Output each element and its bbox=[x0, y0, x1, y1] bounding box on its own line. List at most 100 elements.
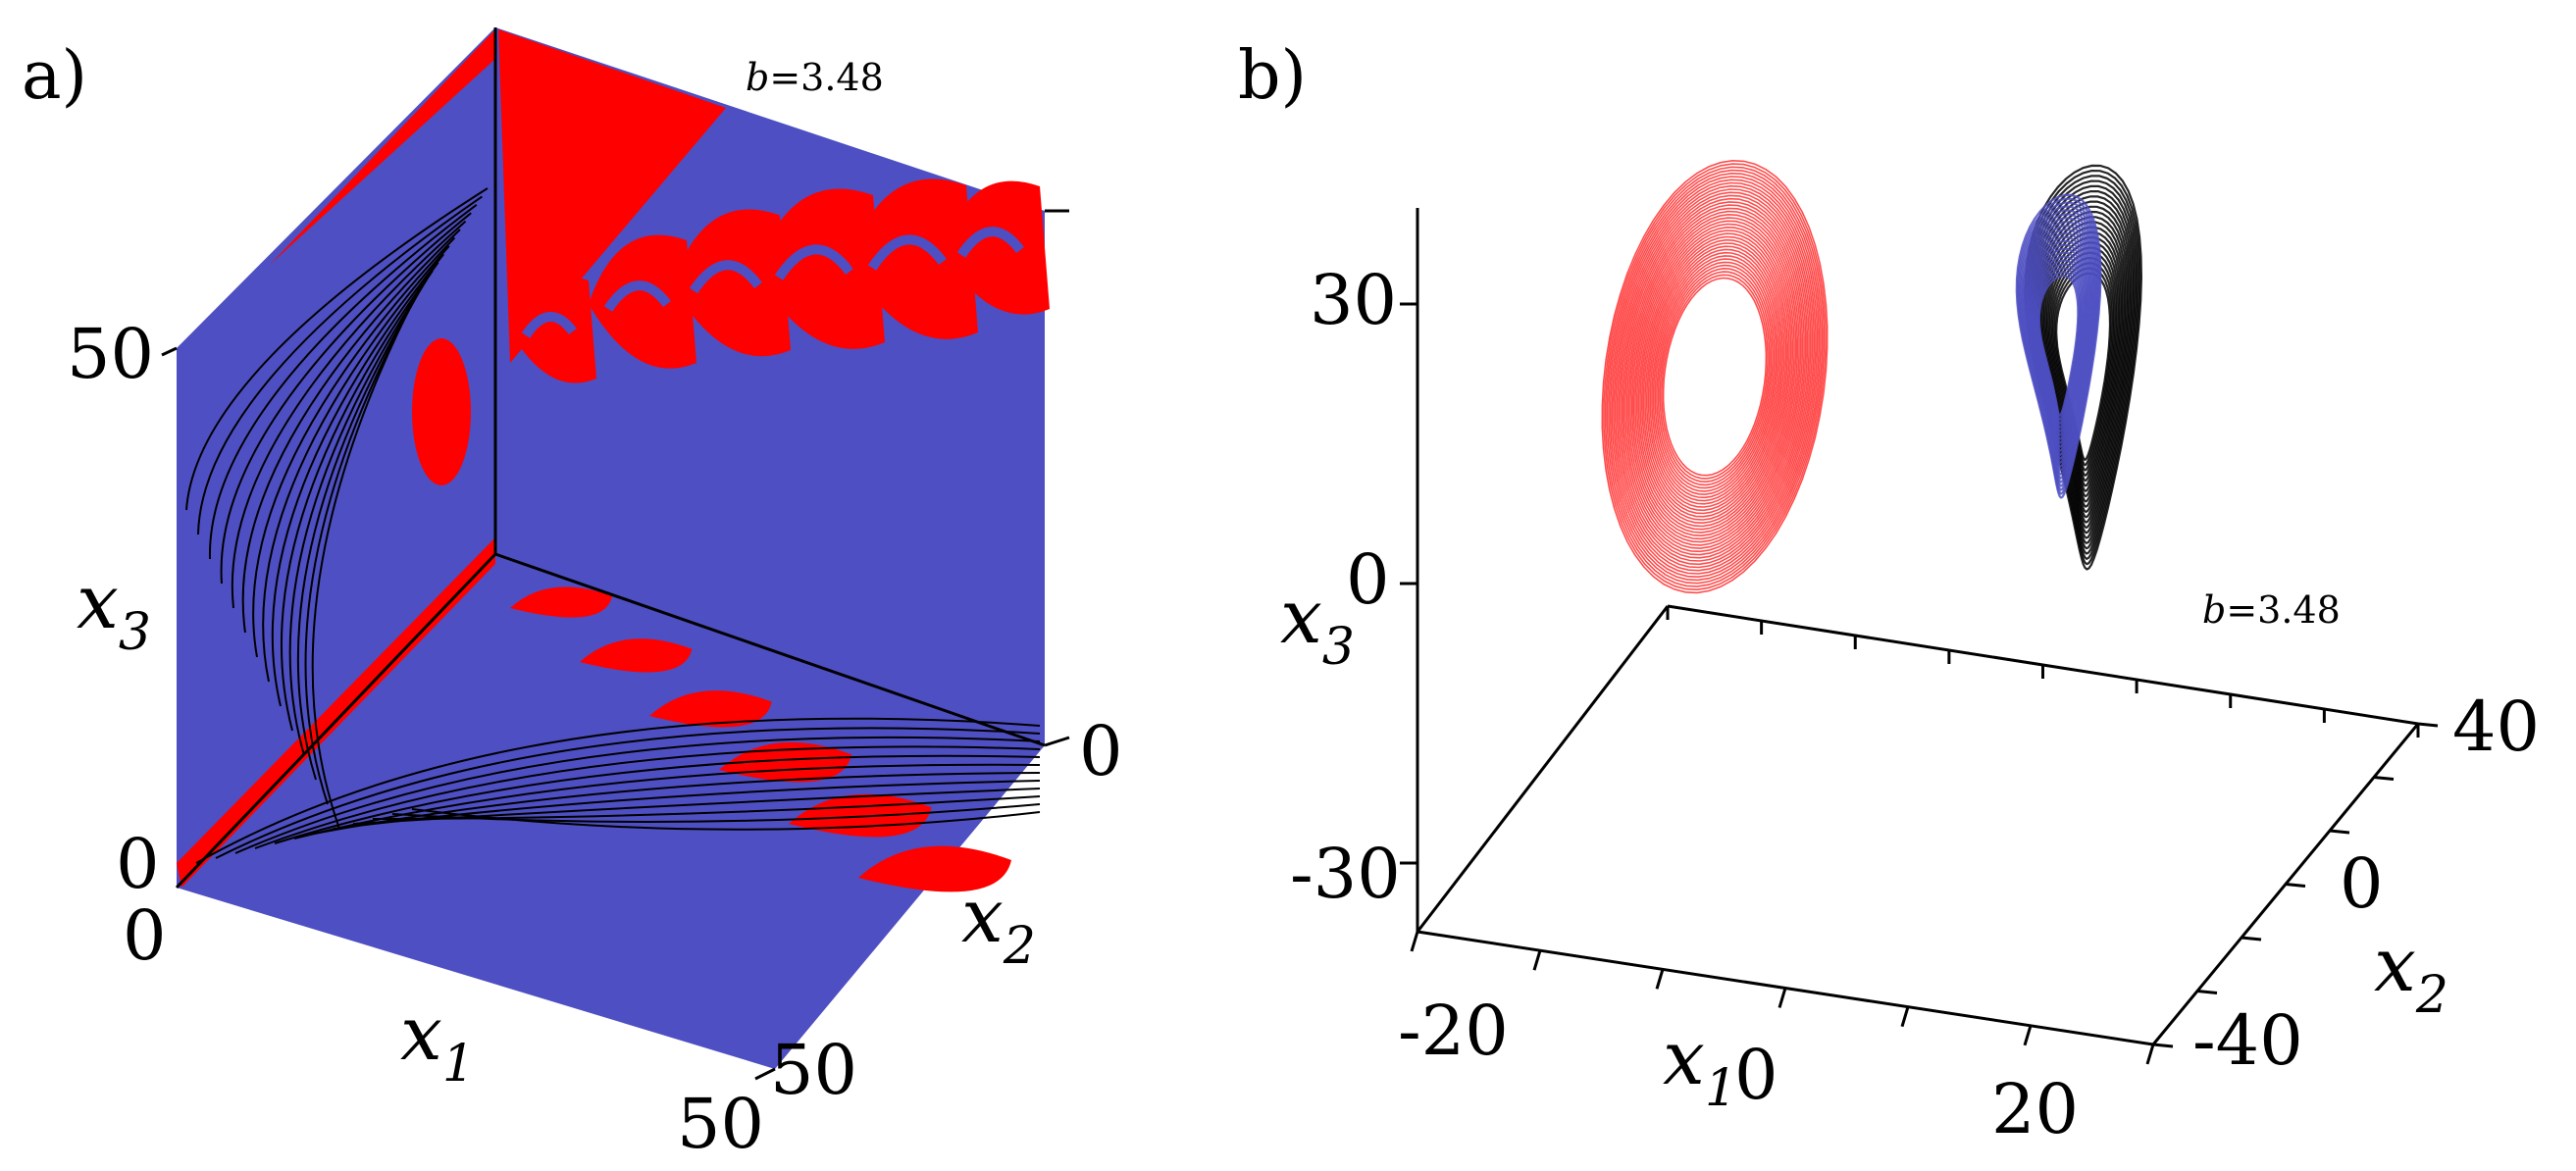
x2-tick-mark bbox=[2285, 883, 2306, 888]
trajectory-loop bbox=[2052, 262, 2115, 472]
trajectory-loop bbox=[1604, 166, 1826, 587]
boundary-streak bbox=[215, 727, 1041, 859]
tick-mark-group bbox=[1400, 302, 2439, 1065]
x1-tick-50: 50 bbox=[677, 1084, 764, 1164]
panel-a-label: a) bbox=[22, 37, 87, 115]
blue-swirl-core bbox=[603, 280, 671, 312]
x3-tick-0: 0 bbox=[116, 824, 160, 904]
x2-tick-minus40: -40 bbox=[2192, 1000, 2303, 1081]
trajectory-loop bbox=[1608, 172, 1822, 582]
trajectory-loop bbox=[2050, 256, 2116, 477]
trajectory-loop bbox=[1601, 159, 1829, 594]
x2-tick-mark bbox=[2373, 776, 2395, 781]
boundary-streak bbox=[311, 294, 418, 830]
trajectory-loop bbox=[2053, 267, 2113, 467]
trajectory-loop bbox=[1630, 217, 1799, 537]
x2-tick-bottom-mark bbox=[1044, 736, 1070, 747]
red-basin-corner-strip bbox=[177, 537, 495, 888]
x2-tick-0: 0 bbox=[2340, 843, 2384, 924]
x2-tick-mark bbox=[2329, 829, 2350, 835]
red-lobe bbox=[858, 845, 1011, 892]
trajectory-loop bbox=[1652, 258, 1777, 495]
x3-tick-0: 0 bbox=[1346, 539, 1390, 620]
trajectory-loop bbox=[1649, 251, 1780, 502]
x1-tick-0: 0 bbox=[123, 895, 167, 976]
boundary-streak bbox=[411, 808, 1041, 831]
boundary-streak bbox=[293, 763, 1041, 840]
cube-left-face bbox=[177, 27, 495, 888]
red-lobe bbox=[755, 188, 885, 349]
boundary-streak bbox=[241, 229, 461, 634]
boundary-streak bbox=[252, 236, 456, 658]
x3-tick-minus30: -30 bbox=[1290, 834, 1401, 914]
x1-axis-label: x1 bbox=[1663, 1014, 1737, 1118]
boundary-streak bbox=[185, 187, 489, 511]
red-lobe bbox=[589, 234, 696, 369]
trajectory-loop bbox=[1618, 191, 1812, 562]
trajectory-loop bbox=[1647, 248, 1782, 505]
red-lobe bbox=[942, 180, 1050, 315]
attractor-red bbox=[1601, 159, 1829, 594]
trajectory-loop bbox=[1627, 210, 1802, 543]
trajectory-loop bbox=[1642, 238, 1787, 515]
floor-left-edge bbox=[1416, 605, 1670, 933]
attractor-plot: 30 0 -30 -20 0 20 -40 0 40 x3 x1 x2 b=3.… bbox=[1280, 159, 2540, 1149]
trajectory-loop bbox=[1624, 204, 1805, 549]
red-swirl-group bbox=[412, 178, 1050, 892]
x3-axis-label: x3 bbox=[77, 558, 151, 662]
x2-axis-label: x2 bbox=[961, 872, 1036, 976]
boundary-streak bbox=[288, 270, 434, 756]
cube-right-floor-edge bbox=[494, 552, 1046, 747]
blue-swirl-core bbox=[689, 260, 762, 294]
x2-tick-50: 50 bbox=[770, 1030, 857, 1110]
trajectory-loop bbox=[1620, 194, 1810, 559]
trajectory-loop bbox=[1662, 277, 1768, 477]
red-lobe bbox=[649, 690, 772, 728]
trajectory-loop bbox=[2044, 236, 2122, 498]
trajectory-loop bbox=[1616, 188, 1814, 566]
blue-swirl-core bbox=[521, 312, 577, 338]
red-lobe bbox=[510, 586, 612, 618]
red-lobe bbox=[849, 178, 978, 339]
boundary-streak bbox=[197, 195, 483, 535]
trajectory-loop bbox=[1613, 181, 1817, 572]
boundary-streak bbox=[231, 220, 467, 609]
x1-tick-20: 20 bbox=[1991, 1069, 2079, 1149]
trajectory-loop bbox=[1610, 176, 1820, 579]
x2-tick-mark bbox=[2241, 936, 2262, 942]
x3-axis-label: x3 bbox=[1280, 573, 1355, 677]
red-lobe bbox=[580, 638, 693, 673]
x1-tick-mark bbox=[2023, 1025, 2033, 1046]
trajectory-loop bbox=[2041, 226, 2125, 508]
red-lobe bbox=[510, 276, 596, 383]
trajectory-loop bbox=[2042, 230, 2124, 503]
trajectory-loop bbox=[1644, 242, 1785, 512]
x3-tick-30: 30 bbox=[1310, 260, 1397, 340]
panel-a-parameter: b=3.48 bbox=[746, 56, 884, 99]
red-lobe bbox=[672, 209, 791, 357]
blue-swirl-core bbox=[867, 234, 947, 271]
x1-tick-mark bbox=[1777, 988, 1787, 1008]
x3-tick-top-mark bbox=[161, 346, 178, 357]
trajectory-loop bbox=[2015, 193, 2102, 499]
x2-tick-mark bbox=[2417, 722, 2439, 728]
boundary-streak bbox=[280, 262, 439, 732]
trajectory-loop bbox=[1641, 235, 1788, 518]
boundary-streak bbox=[262, 245, 450, 683]
red-basin-top-left bbox=[270, 29, 495, 265]
x1-tick-minus20: -20 bbox=[1398, 991, 1509, 1071]
boundary-streak bbox=[208, 204, 478, 560]
x1-axis-label: x1 bbox=[400, 990, 475, 1094]
trajectory-loop bbox=[1637, 229, 1792, 525]
trajectory-loop bbox=[1621, 197, 1809, 556]
x2-axis-label: x2 bbox=[2374, 921, 2448, 1025]
x1-tick-0: 0 bbox=[1734, 1035, 1778, 1115]
x1-tick-mark bbox=[1655, 968, 1665, 990]
trajectory-loop bbox=[1611, 178, 1819, 575]
x2-tick-0: 0 bbox=[1079, 711, 1123, 791]
boundary-streak bbox=[195, 717, 1041, 864]
boundary-streak bbox=[271, 253, 444, 707]
x1-tick-end-mark bbox=[754, 1067, 776, 1081]
boundary-streak bbox=[234, 736, 1041, 854]
